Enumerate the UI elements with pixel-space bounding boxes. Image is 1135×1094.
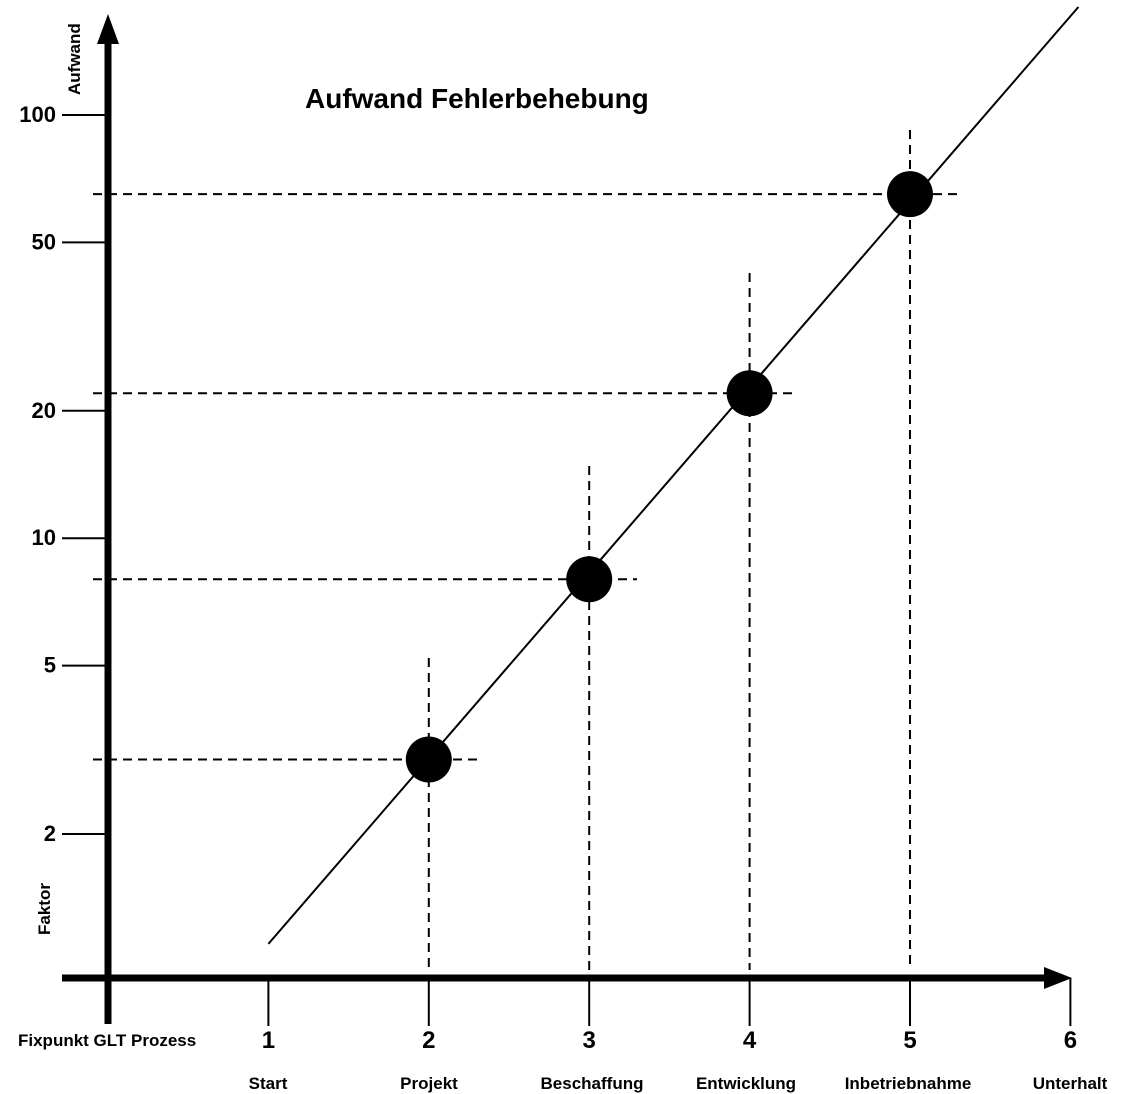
chart-title: Aufwand Fehlerbehebung <box>305 83 649 114</box>
data-marker <box>887 171 933 218</box>
guide-lines <box>93 130 958 970</box>
x-tick-label: 2 <box>422 1027 435 1054</box>
y-tick-label: 20 <box>32 398 56 423</box>
x-axis-arrow <box>1044 967 1072 989</box>
x-phase-label: Unterhalt <box>1033 1074 1108 1093</box>
x-tick-label: 3 <box>583 1027 596 1054</box>
y-ticks: 2 5 10 20 50 100 <box>19 102 108 846</box>
x-phase-label: Projekt <box>400 1074 458 1093</box>
data-marker <box>566 556 613 603</box>
y-tick-label: 2 <box>44 821 56 846</box>
x-phase-label: Entwicklung <box>696 1074 796 1093</box>
x-tick-label: 4 <box>743 1027 757 1054</box>
x-tick-label: 6 <box>1064 1027 1077 1054</box>
y-tick-label: 5 <box>44 653 56 678</box>
y-axis-label-bottom: Faktor <box>35 883 54 935</box>
data-markers <box>405 171 933 783</box>
y-tick-label: 10 <box>32 525 56 550</box>
y-axis-label-top: Aufwand <box>65 23 84 95</box>
x-tick-label: 1 <box>262 1027 275 1054</box>
x-phase-label: Inbetriebnahme <box>845 1074 972 1093</box>
y-tick-label: 100 <box>19 102 56 127</box>
data-marker <box>405 736 452 783</box>
x-phase-label: Start <box>249 1074 288 1093</box>
data-marker <box>726 370 773 417</box>
x-tick-label: 5 <box>903 1027 916 1054</box>
x-ticks: 1 2 3 4 5 6 <box>262 978 1077 1054</box>
y-tick-label: 50 <box>32 229 56 254</box>
x-phase-labels: Start Projekt Beschaffung Entwicklung Inbetr… <box>249 1074 1108 1093</box>
trend-line <box>267 6 1080 945</box>
x-axis-label: Fixpunkt GLT Prozess <box>18 1031 196 1050</box>
x-phase-label: Beschaffung <box>541 1074 644 1093</box>
y-axis-arrow <box>97 14 119 44</box>
